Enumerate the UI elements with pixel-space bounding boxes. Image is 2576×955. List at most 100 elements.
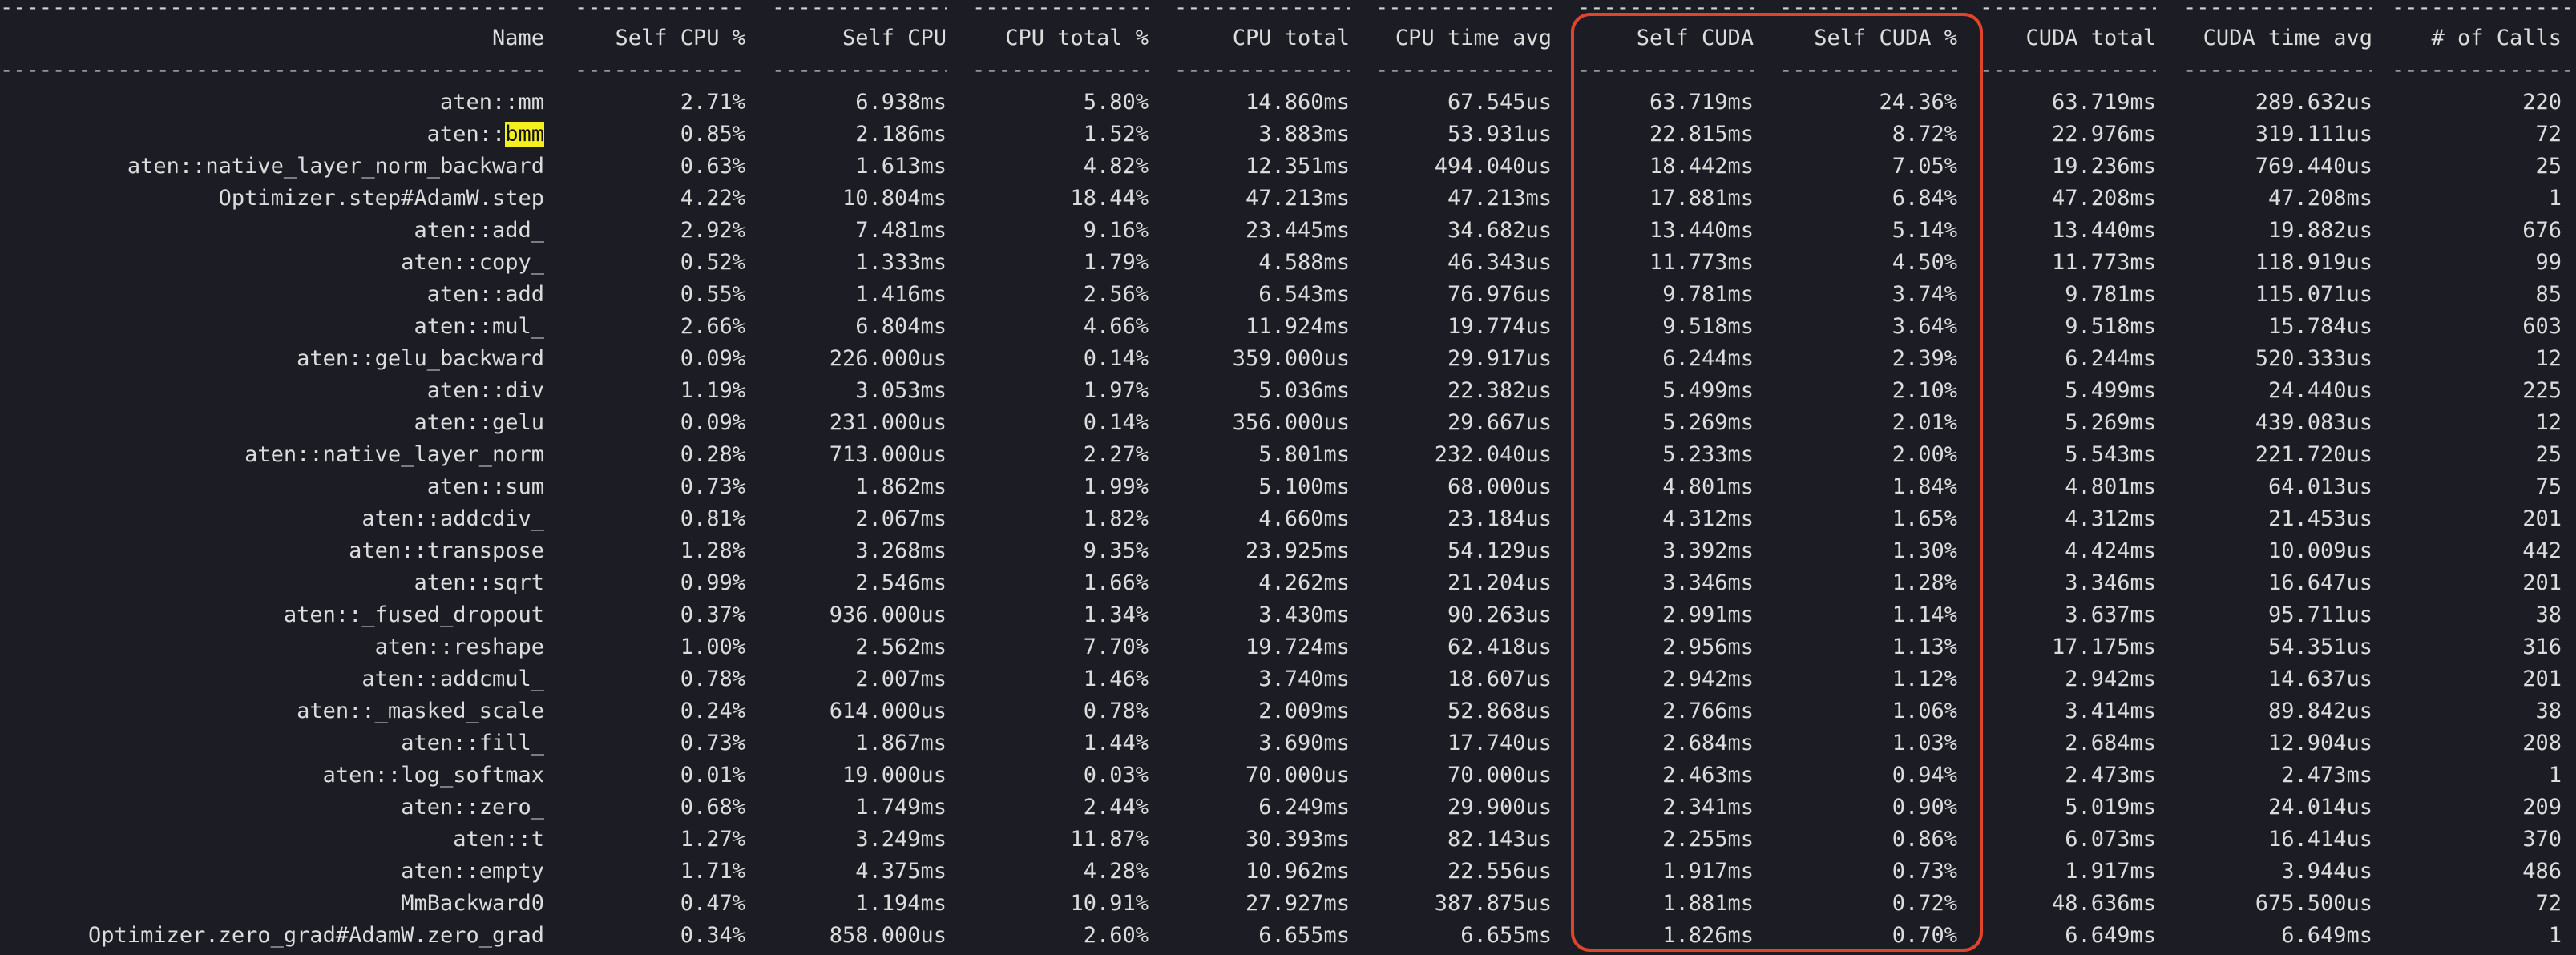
metric-cell: 1.28% [680, 538, 745, 563]
metric-cell: 2.007ms [855, 667, 947, 691]
metric-cell: 1 [2548, 186, 2562, 211]
metric-cell: 359.000us [1232, 346, 1350, 371]
metric-cell: 0.73% [680, 731, 745, 756]
metric-cell: 289.632us [2255, 90, 2372, 115]
metric-cell: 0.34% [680, 923, 745, 948]
metric-cell: 1.416ms [855, 282, 947, 307]
metric-cell: 0.78% [1083, 699, 1149, 723]
metric-cell: 1.71% [680, 859, 745, 884]
metric-cell: 3.392ms [1662, 538, 1754, 563]
metric-cell: 24.36% [1879, 90, 1957, 115]
metric-cell: 5.499ms [1662, 378, 1754, 403]
divider: ----------------------------------------… [1779, 58, 1957, 83]
column-header: CUDA total [2025, 26, 2156, 50]
op-name: aten::sum [426, 474, 544, 499]
op-name: aten::mm [439, 90, 544, 115]
metric-cell: 23.184us [1447, 506, 1552, 531]
metric-cell: 2.942ms [1662, 667, 1754, 691]
metric-cell: 614.000us [829, 699, 947, 723]
metric-cell: 201 [2522, 570, 2562, 595]
metric-cell: 9.35% [1083, 538, 1149, 563]
op-name: Optimizer.step#AdamW.step [218, 186, 544, 211]
metric-cell: 76.976us [1447, 282, 1552, 307]
metric-cell: 1.14% [1892, 602, 1957, 627]
metric-cell: 1.06% [1892, 699, 1957, 723]
divider: ----------------------------------------… [1980, 58, 2156, 83]
metric-cell: 10.804ms [842, 186, 947, 211]
table-row: aten::addcmul_ 0.78% 2.007ms 1.46% 3.740ms 18… [0, 663, 2576, 695]
metric-cell: 38 [2535, 699, 2562, 723]
metric-cell: 2.473ms [2281, 763, 2372, 788]
op-name: aten::t [453, 827, 544, 852]
divider: ----------------------------------------… [772, 58, 947, 83]
metric-cell: 2.186ms [855, 122, 947, 147]
metric-cell: 9.518ms [2065, 314, 2156, 339]
metric-cell: 30.393ms [1245, 827, 1350, 852]
table-row: aten::gelu_backward 0.09% 226.000us 0.14% 35… [0, 343, 2576, 375]
metric-cell: 1.826ms [1662, 923, 1754, 948]
column-header: CUDA time avg [2203, 26, 2372, 50]
metric-cell: 52.868us [1447, 699, 1552, 723]
metric-cell: 2.60% [1083, 923, 1149, 948]
metric-cell: 19.000us [842, 763, 947, 788]
metric-cell: 3.883ms [1258, 122, 1350, 147]
metric-cell: 10.962ms [1245, 859, 1350, 884]
divider: ----------------------------------------… [575, 0, 745, 20]
metric-cell: 0.37% [680, 602, 745, 627]
metric-cell: 1.867ms [855, 731, 947, 756]
metric-cell: 5.269ms [1662, 410, 1754, 435]
metric-cell: 1.862ms [855, 474, 947, 499]
metric-cell: 6.804ms [855, 314, 947, 339]
metric-cell: 5.543ms [2065, 442, 2156, 467]
divider: ----------------------------------------… [1375, 58, 1552, 83]
metric-cell: 22.815ms [1649, 122, 1754, 147]
metric-cell: 24.440us [2267, 378, 2372, 403]
metric-cell: 319.111us [2255, 122, 2372, 147]
metric-cell: 18.607us [1447, 667, 1552, 691]
metric-cell: 226.000us [829, 346, 947, 371]
column-header: Name [491, 26, 544, 50]
metric-cell: 25 [2535, 154, 2562, 179]
metric-cell: 47.213ms [1245, 186, 1350, 211]
metric-cell: 1.917ms [2065, 859, 2156, 884]
metric-cell: 231.000us [829, 410, 947, 435]
table-row: aten::native_layer_norm 0.28% 713.000us 2.2… [0, 439, 2576, 471]
metric-cell: 1.28% [1892, 570, 1957, 595]
metric-cell: 63.719ms [2051, 90, 2156, 115]
metric-cell: 5.036ms [1258, 378, 1350, 403]
metric-cell: 17.740us [1447, 731, 1552, 756]
metric-cell: 2.562ms [855, 635, 947, 659]
metric-cell: 1.749ms [855, 795, 947, 820]
metric-cell: 1.52% [1083, 122, 1149, 147]
metric-cell: 1.30% [1892, 538, 1957, 563]
divider: ----------------------------------------… [2183, 58, 2372, 83]
metric-cell: 201 [2522, 506, 2562, 531]
metric-cell: 6.244ms [2065, 346, 2156, 371]
metric-cell: 8.72% [1892, 122, 1957, 147]
metric-cell: 713.000us [829, 442, 947, 467]
metric-cell: 25 [2535, 442, 2562, 467]
metric-cell: 208 [2522, 731, 2562, 756]
op-name: aten::add_ [414, 218, 544, 243]
op-name: aten::empty [401, 859, 544, 884]
divider: ----------------------------------------… [2183, 0, 2372, 20]
metric-cell: 2.546ms [855, 570, 947, 595]
table-row: aten::add_ 2.92% 7.481ms 9.16% 23.445ms 34.68… [0, 215, 2576, 247]
metric-cell: 99 [2535, 250, 2562, 275]
metric-cell: 63.719ms [1649, 90, 1754, 115]
metric-cell: 232.040us [1434, 442, 1552, 467]
divider: ----------------------------------------… [575, 58, 745, 83]
metric-cell: 24.014us [2267, 795, 2372, 820]
op-name: Optimizer.zero_grad#AdamW.zero_grad [88, 923, 544, 948]
metric-cell: 13.440ms [2051, 218, 2156, 243]
table-row: aten::bmm 0.85% 2.186ms 1.52% 3.883ms 53.931u… [0, 119, 2576, 151]
table-row: aten::_masked_scale 0.24% 614.000us 0.78% 2.… [0, 695, 2576, 727]
metric-cell: 11.924ms [1245, 314, 1350, 339]
metric-cell: 0.86% [1892, 827, 1957, 852]
metric-cell: 15.784us [2267, 314, 2372, 339]
metric-cell: 38 [2535, 602, 2562, 627]
metric-cell: 936.000us [829, 602, 947, 627]
metric-cell: 0.90% [1892, 795, 1957, 820]
metric-cell: 72 [2535, 891, 2562, 916]
metric-cell: 2.067ms [855, 506, 947, 531]
